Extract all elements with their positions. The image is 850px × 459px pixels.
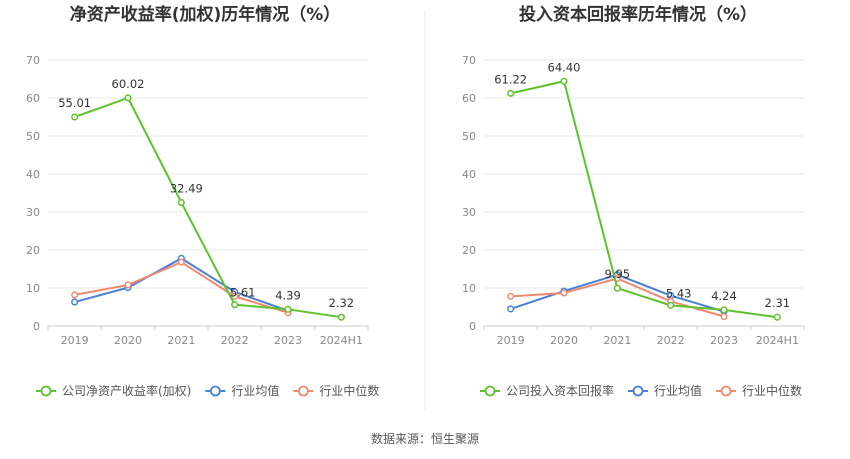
chart-title: 投入资本回报率历年情况（%） <box>519 4 757 25</box>
y-tick-label: 30 <box>26 206 40 219</box>
y-tick-label: 40 <box>26 168 40 181</box>
legend-swatch-marker <box>632 385 644 397</box>
data-point <box>71 298 79 306</box>
y-tick-label: 10 <box>462 282 476 295</box>
data-label: 55.01 <box>58 96 91 110</box>
data-point <box>507 305 515 313</box>
y-tick-label: 0 <box>469 320 476 333</box>
data-point <box>124 94 132 102</box>
x-tick-label: 2020 <box>550 334 578 347</box>
x-tick-label: 2022 <box>221 334 249 347</box>
legend-item-0[interactable]: 公司净资产收益率(加权) <box>36 383 191 398</box>
legend-swatch-marker <box>297 385 309 397</box>
data-label: 32.49 <box>170 182 203 196</box>
data-point <box>773 313 781 321</box>
chart-panel-2: 投入资本回报率历年情况（%） 0 10 20 30 40 50 60 70 2019 2020 202… <box>462 4 805 398</box>
chart-panel-1: 净资产收益率(加权)历年情况（%） 0 10 20 30 40 50 60 70 2019 2020… <box>26 4 379 398</box>
data-point <box>613 284 621 292</box>
legend-label: 行业中位数 <box>742 383 802 398</box>
y-tick-label: 60 <box>462 92 476 105</box>
x-tick-label: 2024H1 <box>320 334 363 347</box>
legend-item-0[interactable]: 公司投入资本回报率 <box>480 383 614 398</box>
legend-label: 行业均值 <box>654 383 702 398</box>
data-point <box>231 292 239 300</box>
x-tick-label: 2023 <box>710 334 738 347</box>
x-tick-label: 2019 <box>61 334 89 347</box>
data-point <box>337 313 345 321</box>
data-point <box>507 89 515 97</box>
y-tick-label: 20 <box>26 244 40 257</box>
data-label: 5.61 <box>230 286 256 300</box>
legend-label: 行业均值 <box>231 383 279 398</box>
data-label: 4.39 <box>275 288 301 302</box>
x-tick-label: 2020 <box>114 334 142 347</box>
y-tick-label: 30 <box>462 206 476 219</box>
y-tick-label: 70 <box>462 54 476 67</box>
data-source: 数据来源：恒生聚源 <box>371 431 479 446</box>
legend-item-2[interactable]: 行业中位数 <box>716 383 802 398</box>
y-tick-label: 70 <box>26 54 40 67</box>
legend-swatch-marker <box>720 385 732 397</box>
legend-label: 公司净资产收益率(加权) <box>62 383 191 398</box>
legend-item-2[interactable]: 行业中位数 <box>293 383 379 398</box>
data-point <box>560 77 568 85</box>
data-label: 5.43 <box>666 286 692 300</box>
data-point <box>560 289 568 297</box>
x-tick-label: 2019 <box>497 334 525 347</box>
y-tick-label: 50 <box>26 130 40 143</box>
data-point <box>231 301 239 309</box>
x-tick-label: 2023 <box>274 334 302 347</box>
data-point <box>177 258 185 266</box>
x-tick-label: 2022 <box>657 334 685 347</box>
data-point <box>71 291 79 299</box>
data-point <box>720 312 728 321</box>
data-point <box>720 306 728 314</box>
data-point <box>124 281 132 289</box>
legend-swatch-marker <box>40 385 52 397</box>
series-line-0 <box>74 96 342 319</box>
data-label: 2.31 <box>765 296 791 310</box>
data-label: 61.22 <box>494 72 527 86</box>
y-tick-label: 0 <box>33 320 40 333</box>
y-tick-label: 40 <box>462 168 476 181</box>
legend-item-1[interactable]: 行业均值 <box>628 383 702 398</box>
data-point <box>177 198 185 207</box>
data-point <box>71 113 79 121</box>
y-tick-label: 50 <box>462 130 476 143</box>
legend-swatch-marker <box>484 385 496 397</box>
data-label: 9.95 <box>605 267 631 281</box>
data-label: 2.32 <box>329 296 355 310</box>
chart-title: 净资产收益率(加权)历年情况（%） <box>70 4 341 25</box>
data-point <box>284 305 292 313</box>
series-line-0 <box>510 80 778 319</box>
legend-swatch-marker <box>209 385 221 397</box>
legend-label: 行业中位数 <box>319 383 379 398</box>
y-tick-label: 10 <box>26 282 40 295</box>
data-point <box>507 292 515 300</box>
legend-label: 公司投入资本回报率 <box>506 383 614 398</box>
x-tick-label: 2021 <box>603 334 631 347</box>
legend-item-1[interactable]: 行业均值 <box>205 383 279 398</box>
data-label: 64.40 <box>548 60 581 74</box>
data-label: 4.24 <box>711 289 737 303</box>
data-label: 60.02 <box>112 77 145 91</box>
x-tick-label: 2024H1 <box>756 334 799 347</box>
x-tick-label: 2021 <box>167 334 195 347</box>
y-tick-label: 60 <box>26 92 40 105</box>
series-line-2 <box>74 261 289 314</box>
data-point <box>667 301 675 309</box>
y-tick-label: 20 <box>462 244 476 257</box>
